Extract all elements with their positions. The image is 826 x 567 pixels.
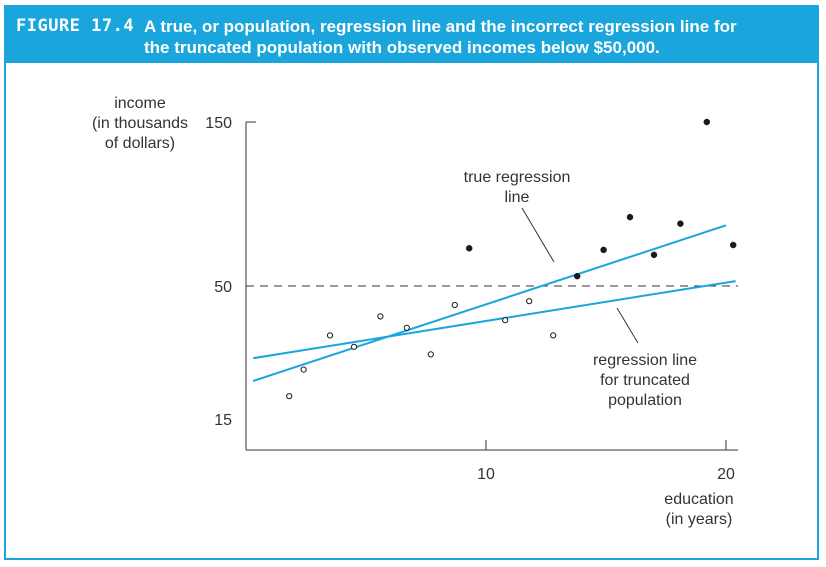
point-observed xyxy=(503,318,508,323)
y-label-line: income xyxy=(114,95,166,112)
x-label-line: (in years) xyxy=(666,511,733,528)
x-label-line: education xyxy=(664,491,733,508)
y-label-line: (in thousands xyxy=(92,115,188,132)
point-observed xyxy=(287,394,292,399)
point-observed xyxy=(301,367,306,372)
y-tick-label: 50 xyxy=(214,279,232,296)
point-observed xyxy=(404,325,409,330)
x-ticks: 10 20 xyxy=(477,440,735,483)
x-tick-label: 20 xyxy=(717,466,735,483)
point-observed xyxy=(378,314,383,319)
y-tick-label: 150 xyxy=(205,115,232,132)
point-above xyxy=(574,273,580,279)
point-observed xyxy=(551,333,556,338)
annotation-true-text: true regression xyxy=(464,169,571,186)
point-above xyxy=(730,242,736,248)
truncated-regression-line xyxy=(253,281,735,358)
annotation-truncated-text: population xyxy=(608,392,682,409)
y-axis-label: income (in thousands of dollars) xyxy=(92,95,188,152)
point-observed xyxy=(452,302,457,307)
annotation-true-leader xyxy=(522,208,554,262)
annotation-truncated-text: regression line xyxy=(593,352,697,369)
x-tick-label: 10 xyxy=(477,466,495,483)
point-above xyxy=(601,247,607,253)
point-above xyxy=(704,119,710,125)
point-observed xyxy=(327,333,332,338)
y-tick-label: 15 xyxy=(214,412,232,429)
y-label-line: of dollars) xyxy=(105,135,175,152)
annotation-truncated-text: for truncated xyxy=(600,372,690,389)
y-ticks: 15 50 150 xyxy=(205,115,256,429)
point-above xyxy=(651,252,657,258)
point-above xyxy=(466,245,472,251)
x-axis-label: education (in years) xyxy=(664,491,733,528)
annotations: true regression line regression line for tr… xyxy=(464,169,697,409)
point-above xyxy=(627,214,633,220)
point-above xyxy=(677,221,683,227)
annotation-true-text: line xyxy=(505,189,530,206)
point-observed xyxy=(351,344,356,349)
point-observed xyxy=(527,299,532,304)
point-observed xyxy=(428,352,433,357)
annotation-truncated-leader xyxy=(617,308,638,343)
